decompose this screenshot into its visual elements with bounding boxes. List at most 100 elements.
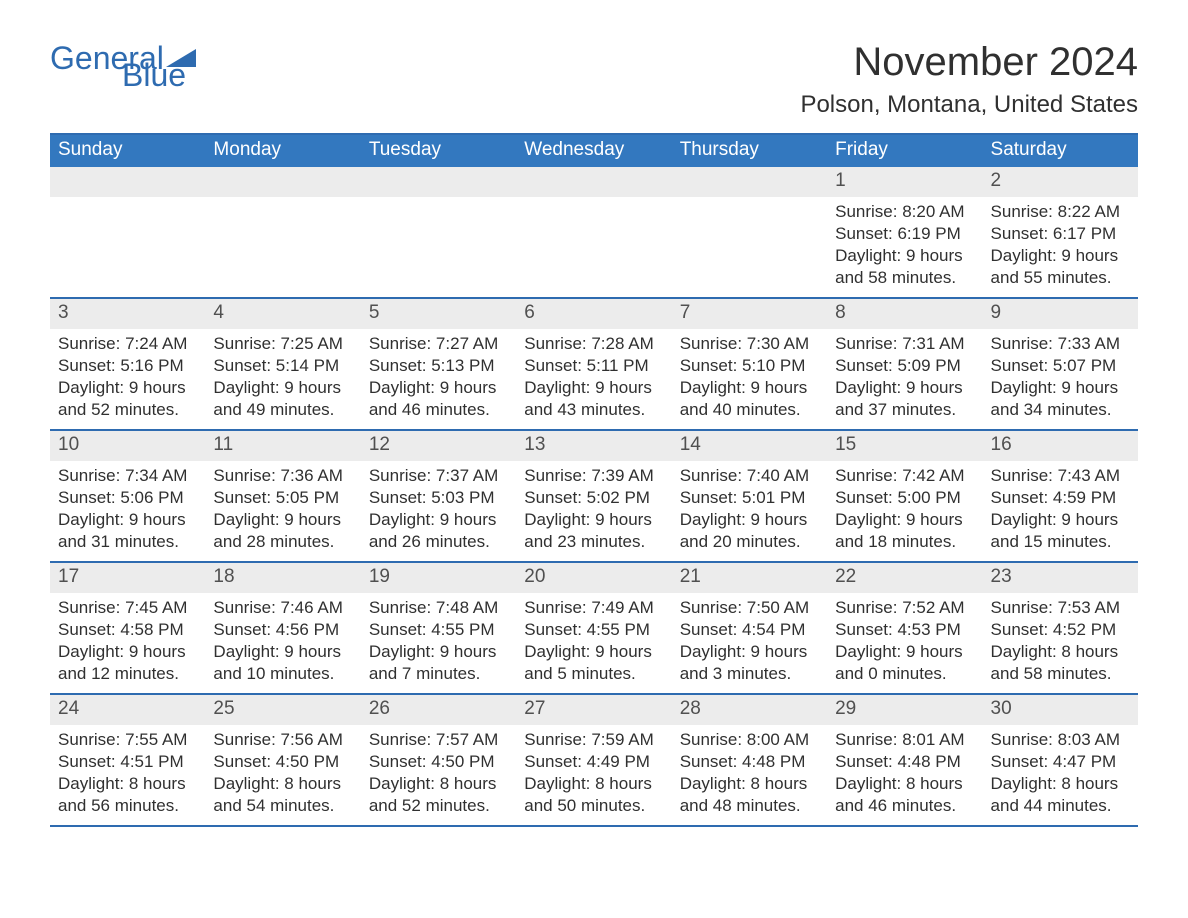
day-d1: Daylight: 9 hours [835,641,974,663]
day-d1: Daylight: 9 hours [369,377,508,399]
calendar-day: 30Sunrise: 8:03 AMSunset: 4:47 PMDayligh… [983,695,1138,825]
calendar-day: 2Sunrise: 8:22 AMSunset: 6:17 PMDaylight… [983,167,1138,297]
day-sunset: Sunset: 4:53 PM [835,619,974,641]
calendar-day: 20Sunrise: 7:49 AMSunset: 4:55 PMDayligh… [516,563,671,693]
day-sunset: Sunset: 5:11 PM [524,355,663,377]
day-sunrise: Sunrise: 7:37 AM [369,465,508,487]
day-d1: Daylight: 8 hours [991,641,1130,663]
day-sunset: Sunset: 4:50 PM [213,751,352,773]
day-d1: Daylight: 9 hours [369,641,508,663]
day-d2: and 12 minutes. [58,663,197,685]
calendar-week: 1Sunrise: 8:20 AMSunset: 6:19 PMDaylight… [50,167,1138,297]
weekday-header: Sunday [50,135,205,167]
day-number [361,167,516,197]
day-number: 8 [827,299,982,329]
day-number: 11 [205,431,360,461]
day-d2: and 50 minutes. [524,795,663,817]
calendar-day: 5Sunrise: 7:27 AMSunset: 5:13 PMDaylight… [361,299,516,429]
day-d2: and 52 minutes. [58,399,197,421]
day-sunrise: Sunrise: 7:33 AM [991,333,1130,355]
day-number: 30 [983,695,1138,725]
day-d2: and 40 minutes. [680,399,819,421]
day-sunset: Sunset: 4:48 PM [680,751,819,773]
calendar-day: 21Sunrise: 7:50 AMSunset: 4:54 PMDayligh… [672,563,827,693]
day-number: 5 [361,299,516,329]
calendar-day: 1 Sunrise: 8:20 AMSunset: 6:19 PMDaylight… [827,167,982,297]
day-d1: Daylight: 9 hours [835,377,974,399]
day-number: 2 [983,167,1138,197]
day-d1: Daylight: 8 hours [835,773,974,795]
day-d2: and 56 minutes. [58,795,197,817]
day-d2: and 18 minutes. [835,531,974,553]
day-number: 1 [827,167,982,197]
brand-part2-wrap: Blue [118,57,186,94]
calendar-day [361,167,516,297]
day-d2: and 31 minutes. [58,531,197,553]
calendar-day: 22Sunrise: 7:52 AMSunset: 4:53 PMDayligh… [827,563,982,693]
day-sunset: Sunset: 5:09 PM [835,355,974,377]
day-sunset: Sunset: 5:01 PM [680,487,819,509]
calendar: SundayMondayTuesdayWednesdayThursdayFrid… [50,133,1138,827]
calendar-day: 15Sunrise: 7:42 AMSunset: 5:00 PMDayligh… [827,431,982,561]
calendar-day: 18Sunrise: 7:46 AMSunset: 4:56 PMDayligh… [205,563,360,693]
day-sunset: Sunset: 4:54 PM [680,619,819,641]
day-sunset: Sunset: 6:19 PM [835,223,974,245]
day-d2: and 3 minutes. [680,663,819,685]
day-number: 17 [50,563,205,593]
calendar-day [50,167,205,297]
day-d1: Daylight: 9 hours [835,245,974,267]
day-sunrise: Sunrise: 7:36 AM [213,465,352,487]
calendar-day: 10Sunrise: 7:34 AMSunset: 5:06 PMDayligh… [50,431,205,561]
brand-part2: Blue [122,57,186,94]
day-number: 15 [827,431,982,461]
day-sunset: Sunset: 5:10 PM [680,355,819,377]
day-d1: Daylight: 9 hours [991,509,1130,531]
day-d1: Daylight: 9 hours [58,377,197,399]
day-d1: Daylight: 9 hours [524,377,663,399]
day-sunrise: Sunrise: 7:46 AM [213,597,352,619]
weekday-header-row: SundayMondayTuesdayWednesdayThursdayFrid… [50,135,1138,167]
calendar-week: 17Sunrise: 7:45 AMSunset: 4:58 PMDayligh… [50,561,1138,693]
weekday-header: Monday [205,135,360,167]
day-d1: Daylight: 8 hours [991,773,1130,795]
day-number: 16 [983,431,1138,461]
calendar-day: 12Sunrise: 7:37 AMSunset: 5:03 PMDayligh… [361,431,516,561]
page-title: November 2024 [853,40,1138,85]
day-d1: Daylight: 8 hours [58,773,197,795]
day-d1: Daylight: 9 hours [991,245,1130,267]
day-number: 21 [672,563,827,593]
calendar-day: 4Sunrise: 7:25 AMSunset: 5:14 PMDaylight… [205,299,360,429]
day-d1: Daylight: 9 hours [680,641,819,663]
calendar-day: 14Sunrise: 7:40 AMSunset: 5:01 PMDayligh… [672,431,827,561]
day-sunset: Sunset: 4:47 PM [991,751,1130,773]
day-sunrise: Sunrise: 8:22 AM [991,201,1130,223]
day-d1: Daylight: 9 hours [213,641,352,663]
day-sunset: Sunset: 5:06 PM [58,487,197,509]
day-number: 19 [361,563,516,593]
weekday-header: Tuesday [361,135,516,167]
day-d2: and 49 minutes. [213,399,352,421]
day-d1: Daylight: 8 hours [680,773,819,795]
day-sunrise: Sunrise: 7:48 AM [369,597,508,619]
day-number: 27 [516,695,671,725]
day-sunrise: Sunrise: 7:59 AM [524,729,663,751]
day-number: 3 [50,299,205,329]
weekday-header: Saturday [983,135,1138,167]
day-sunset: Sunset: 5:13 PM [369,355,508,377]
day-d1: Daylight: 9 hours [680,509,819,531]
day-sunrise: Sunrise: 7:39 AM [524,465,663,487]
day-sunset: Sunset: 5:00 PM [835,487,974,509]
day-d1: Daylight: 8 hours [213,773,352,795]
day-sunrise: Sunrise: 7:31 AM [835,333,974,355]
calendar-day: 28Sunrise: 8:00 AMSunset: 4:48 PMDayligh… [672,695,827,825]
day-number: 18 [205,563,360,593]
day-d1: Daylight: 9 hours [58,641,197,663]
day-number: 7 [672,299,827,329]
day-number [672,167,827,197]
day-sunrise: Sunrise: 8:20 AM [835,201,974,223]
day-d2: and 34 minutes. [991,399,1130,421]
calendar-day: 7Sunrise: 7:30 AMSunset: 5:10 PMDaylight… [672,299,827,429]
calendar-week: 24Sunrise: 7:55 AMSunset: 4:51 PMDayligh… [50,693,1138,825]
day-sunrise: Sunrise: 8:01 AM [835,729,974,751]
calendar-day: 25Sunrise: 7:56 AMSunset: 4:50 PMDayligh… [205,695,360,825]
